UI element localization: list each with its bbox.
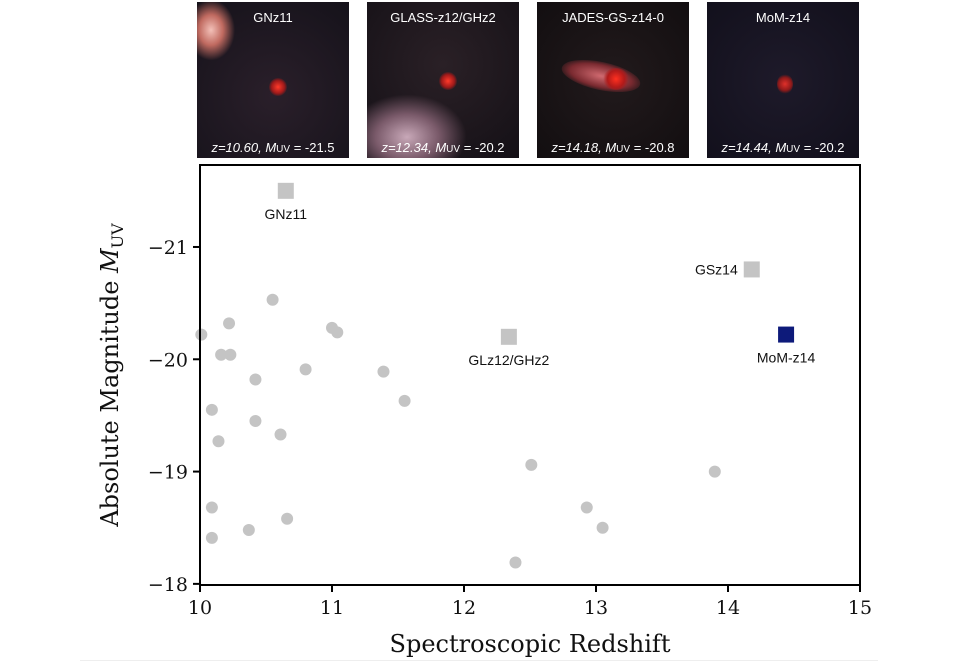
data-point bbox=[266, 293, 279, 306]
source-marker bbox=[778, 326, 795, 343]
x-tick-label: 12 bbox=[452, 597, 476, 619]
plot-frame bbox=[199, 164, 861, 586]
source-marker bbox=[277, 182, 294, 199]
y-tick-label: −21 bbox=[148, 237, 188, 259]
data-point bbox=[249, 373, 262, 386]
source-label: MoM-z14 bbox=[757, 350, 816, 366]
x-tick-label: 15 bbox=[848, 597, 872, 619]
data-point bbox=[596, 521, 609, 534]
data-point bbox=[331, 326, 344, 339]
source-label: GLz12/GHz2 bbox=[468, 352, 549, 368]
data-point bbox=[299, 363, 312, 376]
thumbnail-name: MoM-z14 bbox=[755, 10, 811, 25]
x-axis-label: Spectroscopic Redshift bbox=[390, 630, 671, 658]
data-point bbox=[580, 501, 593, 514]
data-point bbox=[215, 348, 228, 361]
thumbnail-mom-z14: MoM-z14 z=14.44, MUV = -20.2 bbox=[707, 2, 859, 158]
y-tick-label: −20 bbox=[148, 349, 188, 371]
data-point bbox=[281, 512, 294, 525]
data-point bbox=[274, 428, 287, 441]
thumbnail-info: z=14.44, MUV = -20.2 bbox=[721, 140, 845, 155]
x-tick-label: 13 bbox=[584, 597, 608, 619]
thumbnail-glass-z12: GLASS-z12/GHz2 z=12.34, MUV = -20.2 bbox=[367, 2, 519, 158]
x-tick-label: 11 bbox=[320, 597, 344, 619]
thumbnail-name: GLASS-z12/GHz2 bbox=[390, 10, 496, 25]
data-point bbox=[377, 365, 390, 378]
data-point bbox=[205, 531, 218, 544]
data-point bbox=[398, 394, 411, 407]
x-tick-label: 14 bbox=[716, 597, 740, 619]
source-label: GNz11 bbox=[265, 206, 308, 222]
divider bbox=[80, 660, 878, 661]
thumbnail-name: JADES-GS-z14-0 bbox=[562, 10, 664, 25]
data-point bbox=[195, 328, 208, 341]
thumbnail-name: GNz11 bbox=[253, 10, 293, 25]
data-point bbox=[249, 415, 262, 428]
data-point bbox=[509, 556, 522, 569]
thumbnail-info: z=12.34, MUV = -20.2 bbox=[381, 140, 505, 155]
data-point bbox=[223, 317, 236, 330]
data-point bbox=[224, 348, 237, 361]
data-point bbox=[212, 435, 225, 448]
thumbnail-gnz11: GNz11 z=10.60, MUV = -21.5 bbox=[197, 2, 349, 158]
data-point bbox=[205, 501, 218, 514]
thumbnail-info: z=10.60, MUV = -21.5 bbox=[211, 140, 335, 155]
thumbnail-info: z=14.18, MUV = -20.8 bbox=[551, 140, 675, 155]
data-point bbox=[525, 458, 538, 471]
thumbnail-jades-gs-z14-0: JADES-GS-z14-0 z=14.18, MUV = -20.8 bbox=[537, 2, 689, 158]
source-marker bbox=[743, 261, 760, 278]
data-point bbox=[205, 403, 218, 416]
y-tick-label: −18 bbox=[148, 574, 188, 596]
y-tick-label: −19 bbox=[148, 462, 188, 484]
source-marker bbox=[500, 328, 517, 345]
data-point bbox=[708, 465, 721, 478]
source-label: GSz14 bbox=[695, 261, 738, 277]
y-axis-label: Absolute Magnitude MUV bbox=[96, 223, 127, 528]
x-tick-label: 10 bbox=[188, 597, 212, 619]
data-point bbox=[242, 523, 255, 536]
